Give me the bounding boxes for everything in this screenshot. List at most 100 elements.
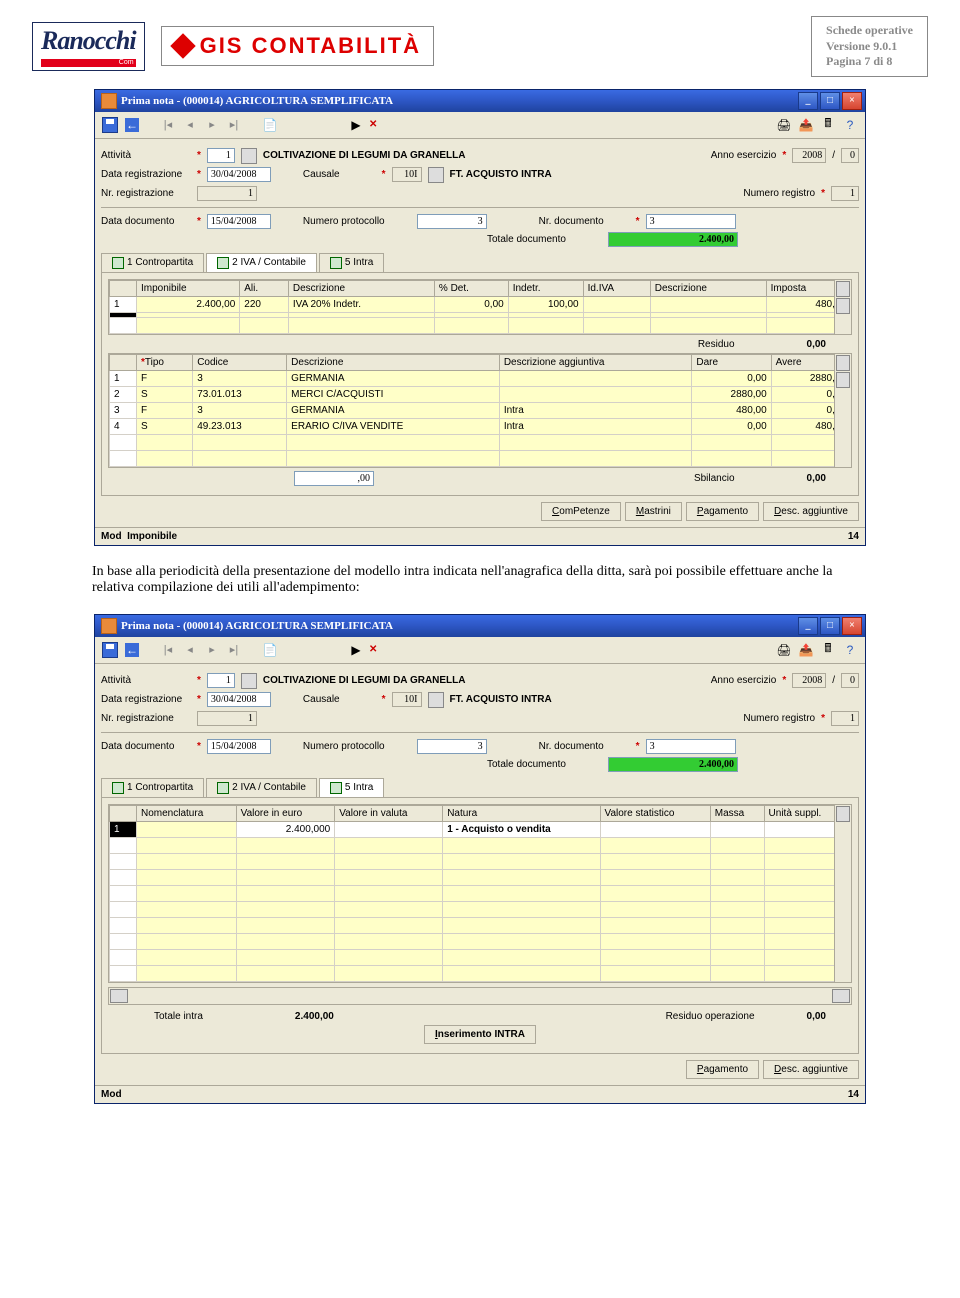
close-button[interactable]: × bbox=[842, 617, 862, 635]
next-icon[interactable]: ▸ bbox=[203, 641, 221, 659]
numprot-input[interactable] bbox=[417, 739, 487, 754]
hscroll[interactable] bbox=[108, 987, 852, 1005]
first-icon[interactable]: |◂ bbox=[159, 116, 177, 134]
tab-iva[interactable]: 2 IVA / Contabile bbox=[206, 778, 317, 797]
datareg-input[interactable] bbox=[207, 692, 271, 707]
table-row[interactable]: 3F3GERMANIAIntra480,000,00 bbox=[110, 402, 851, 418]
header-right: Schede operative Versione 9.0.1 Pagina 7… bbox=[811, 16, 928, 77]
anno-label: Anno esercizio bbox=[711, 675, 777, 686]
window-2: Prima nota - (000014) AGRICOLTURA SEMPLI… bbox=[94, 614, 866, 1104]
attivita-label: Attività bbox=[101, 675, 191, 686]
pagamento-button[interactable]: Pagamento bbox=[686, 1060, 759, 1079]
minimize-button[interactable]: _ bbox=[798, 92, 818, 110]
close-button[interactable]: × bbox=[842, 92, 862, 110]
prev-icon[interactable]: ◂ bbox=[181, 641, 199, 659]
minimize-button[interactable]: _ bbox=[798, 617, 818, 635]
table-row[interactable] bbox=[110, 901, 851, 917]
table-row[interactable] bbox=[110, 949, 851, 965]
numreg-input[interactable] bbox=[831, 711, 859, 726]
table-row[interactable] bbox=[110, 837, 851, 853]
export-icon[interactable]: 📤 bbox=[797, 116, 815, 134]
iva-grid[interactable]: ImponibileAli.Descrizione% Det.Indetr.Id… bbox=[109, 280, 851, 334]
inserimento-intra-button[interactable]: Inserimento INTRA bbox=[424, 1025, 536, 1044]
delete-icon[interactable]: ✕ bbox=[369, 644, 377, 655]
causale-lookup-icon[interactable] bbox=[428, 692, 444, 708]
competenze-button[interactable]: CComPetenzeomPetenze bbox=[541, 502, 621, 521]
table-row[interactable] bbox=[110, 869, 851, 885]
maximize-button[interactable]: □ bbox=[820, 92, 840, 110]
intra-grid[interactable]: NomenclaturaValore in euroValore in valu… bbox=[109, 805, 851, 982]
print-icon[interactable]: 🖨 bbox=[775, 641, 793, 659]
nrreg-input[interactable] bbox=[197, 711, 257, 726]
export-icon[interactable]: 📤 bbox=[797, 641, 815, 659]
table-row[interactable]: 4S49.23.013ERARIO C/IVA VENDITEIntra0,00… bbox=[110, 418, 851, 434]
causale-input[interactable] bbox=[392, 692, 422, 707]
back-icon[interactable]: ← bbox=[123, 641, 141, 659]
last-icon[interactable]: ▸| bbox=[225, 116, 243, 134]
causale-lookup-icon[interactable] bbox=[428, 167, 444, 183]
status-imp: Imponibile bbox=[127, 531, 177, 542]
table-row[interactable] bbox=[110, 853, 851, 869]
nrdoc-input[interactable] bbox=[646, 214, 736, 229]
nrdoc-input[interactable] bbox=[646, 739, 736, 754]
tab-intra[interactable]: 5 Intra bbox=[319, 778, 384, 797]
datadoc-input[interactable] bbox=[207, 214, 271, 229]
causale-input[interactable] bbox=[392, 167, 422, 182]
attivita-lookup-icon[interactable] bbox=[241, 673, 257, 689]
desc-button[interactable]: Desc. aggiuntive bbox=[763, 502, 859, 521]
anno-sub-input[interactable] bbox=[841, 673, 859, 688]
save-icon[interactable] bbox=[101, 641, 119, 659]
attivita-input[interactable] bbox=[207, 673, 235, 688]
doc-icon[interactable]: 📄 bbox=[261, 116, 279, 134]
datareg-input[interactable] bbox=[207, 167, 271, 182]
mastrini-button[interactable]: Mastrini bbox=[625, 502, 682, 521]
anno-sub-input[interactable] bbox=[841, 148, 859, 163]
play-icon[interactable]: ▶ bbox=[347, 641, 365, 659]
tab-intra[interactable]: 5 Intra bbox=[319, 253, 384, 272]
table-row[interactable] bbox=[110, 317, 851, 333]
desc-button[interactable]: Desc. aggiuntive bbox=[763, 1060, 859, 1079]
table-row[interactable] bbox=[110, 885, 851, 901]
table-row[interactable] bbox=[110, 434, 851, 450]
last-icon[interactable]: ▸| bbox=[225, 641, 243, 659]
numprot-input[interactable] bbox=[417, 214, 487, 229]
mov-grid[interactable]: *TipoCodiceDescrizioneDescrizione aggiun… bbox=[109, 354, 851, 467]
attivita-lookup-icon[interactable] bbox=[241, 148, 257, 164]
save-icon[interactable] bbox=[101, 116, 119, 134]
tab-contropartita[interactable]: 1 Contropartita bbox=[101, 778, 204, 797]
zero-input[interactable] bbox=[294, 471, 374, 486]
nrreg-input[interactable] bbox=[197, 186, 257, 201]
delete-icon[interactable]: ✕ bbox=[369, 119, 377, 130]
datadoc-input[interactable] bbox=[207, 739, 271, 754]
numreg-input[interactable] bbox=[831, 186, 859, 201]
table-row[interactable]: 12.400,00220IVA 20% Indetr.0,00100,00480… bbox=[110, 296, 851, 312]
totdoc-input[interactable] bbox=[608, 757, 738, 772]
anno-input[interactable] bbox=[792, 148, 826, 163]
nrreg-label: Nr. registrazione bbox=[101, 713, 191, 724]
prev-icon[interactable]: ◂ bbox=[181, 116, 199, 134]
tab-contropartita[interactable]: 1 Contropartita bbox=[101, 253, 204, 272]
table-row[interactable] bbox=[110, 965, 851, 981]
next-icon[interactable]: ▸ bbox=[203, 116, 221, 134]
calc-icon[interactable]: 🖩 bbox=[819, 116, 837, 134]
first-icon[interactable]: |◂ bbox=[159, 641, 177, 659]
table-row[interactable] bbox=[110, 917, 851, 933]
help-icon[interactable]: ? bbox=[841, 116, 859, 134]
attivita-input[interactable] bbox=[207, 148, 235, 163]
totdoc-input[interactable] bbox=[608, 232, 738, 247]
table-row[interactable] bbox=[110, 450, 851, 466]
maximize-button[interactable]: □ bbox=[820, 617, 840, 635]
pagamento-button[interactable]: Pagamento bbox=[686, 502, 759, 521]
tab-iva[interactable]: 2 IVA / Contabile bbox=[206, 253, 317, 272]
table-row[interactable] bbox=[110, 933, 851, 949]
anno-input[interactable] bbox=[792, 673, 826, 688]
play-icon[interactable]: ▶ bbox=[347, 116, 365, 134]
table-row[interactable]: 12.400,0001 - Acquisto o vendita bbox=[110, 821, 851, 837]
table-row[interactable]: 2S73.01.013MERCI C/ACQUISTI2880,000,00 bbox=[110, 386, 851, 402]
back-icon[interactable]: ← bbox=[123, 116, 141, 134]
calc-icon[interactable]: 🖩 bbox=[819, 641, 837, 659]
doc-icon[interactable]: 📄 bbox=[261, 641, 279, 659]
print-icon[interactable]: 🖨 bbox=[775, 116, 793, 134]
table-row[interactable]: 1F3GERMANIA0,002880,00 bbox=[110, 370, 851, 386]
help-icon[interactable]: ? bbox=[841, 641, 859, 659]
